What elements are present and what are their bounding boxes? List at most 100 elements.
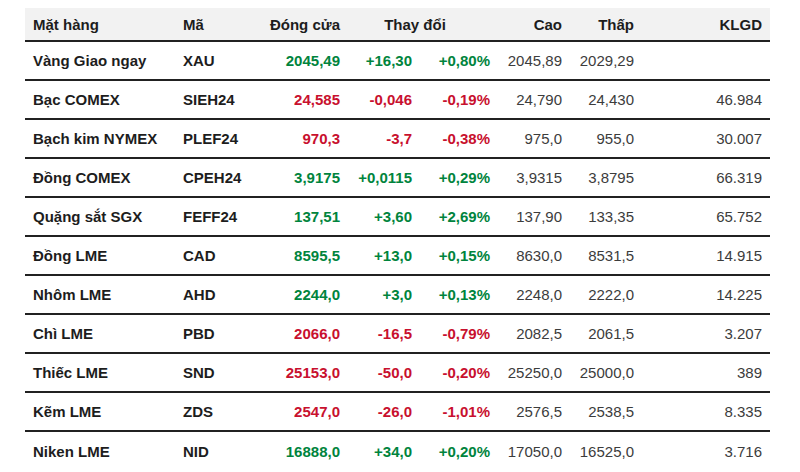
cell-low: 955,0: [562, 119, 634, 158]
header-row: Mặt hàng Mã Đóng cửa Thay đổi Cao Thấp K…: [25, 8, 770, 41]
cell-change: +34,0: [340, 431, 412, 470]
cell-volume: 8.335: [634, 392, 770, 431]
table-row: Vàng Giao ngayXAU2045,49+16,30+0,80%2045…: [25, 41, 770, 80]
table-row: Đồng LMECAD8595,5+13,0+0,15%8630,08531,5…: [25, 236, 770, 275]
cell-high: 975,0: [490, 119, 562, 158]
table-header: Mặt hàng Mã Đóng cửa Thay đổi Cao Thấp K…: [25, 8, 770, 41]
cell-volume: 389: [634, 353, 770, 392]
cell-change: -3,7: [340, 119, 412, 158]
table-row: Bạc COMEXSIEH2424,585-0,046-0,19%24,7902…: [25, 80, 770, 119]
cell-change-pct: -1,01%: [412, 392, 490, 431]
cell-code: ZDS: [183, 392, 263, 431]
cell-volume: 30.007: [634, 119, 770, 158]
cell-item: Đồng LME: [25, 236, 183, 275]
cell-volume: 3.207: [634, 314, 770, 353]
cell-change: +0,0115: [340, 158, 412, 197]
cell-low: 8531,5: [562, 236, 634, 275]
cell-code: SIEH24: [183, 80, 263, 119]
cell-change: -16,5: [340, 314, 412, 353]
table-body: Vàng Giao ngayXAU2045,49+16,30+0,80%2045…: [25, 41, 770, 470]
cell-item: Thiếc LME: [25, 353, 183, 392]
cell-code: CAD: [183, 236, 263, 275]
cell-item: Kẽm LME: [25, 392, 183, 431]
cell-close: 2045,49: [263, 41, 340, 80]
cell-low: 2029,29: [562, 41, 634, 80]
cell-code: XAU: [183, 41, 263, 80]
cell-close: 3,9175: [263, 158, 340, 197]
commodity-price-table: Mặt hàng Mã Đóng cửa Thay đổi Cao Thấp K…: [25, 8, 770, 470]
cell-low: 16525,0: [562, 431, 634, 470]
table-row: Nhôm LMEAHD2244,0+3,0+0,13%2248,02222,01…: [25, 275, 770, 314]
cell-volume: 14.915: [634, 236, 770, 275]
cell-close: 16888,0: [263, 431, 340, 470]
cell-close: 970,3: [263, 119, 340, 158]
table-row: Đồng COMEXCPEH243,9175+0,0115+0,29%3,931…: [25, 158, 770, 197]
cell-high: 137,90: [490, 197, 562, 236]
cell-code: FEFF24: [183, 197, 263, 236]
cell-low: 2061,5: [562, 314, 634, 353]
cell-change-pct: -0,20%: [412, 353, 490, 392]
cell-change-pct: +0,29%: [412, 158, 490, 197]
cell-change-pct: +0,15%: [412, 236, 490, 275]
table-row: Bạch kim NYMEXPLEF24970,3-3,7-0,38%975,0…: [25, 119, 770, 158]
price-table: Mặt hàng Mã Đóng cửa Thay đổi Cao Thấp K…: [25, 8, 770, 470]
cell-low: 25000,0: [562, 353, 634, 392]
cell-close: 2066,0: [263, 314, 340, 353]
cell-high: 25250,0: [490, 353, 562, 392]
cell-low: 133,35: [562, 197, 634, 236]
table-row: Niken LMENID16888,0+34,0+0,20%17050,0165…: [25, 431, 770, 470]
cell-volume: 3.716: [634, 431, 770, 470]
header-high: Cao: [490, 8, 562, 41]
cell-high: 8630,0: [490, 236, 562, 275]
cell-change: +3,60: [340, 197, 412, 236]
cell-item: Bạch kim NYMEX: [25, 119, 183, 158]
cell-change: +3,0: [340, 275, 412, 314]
table-row: Kẽm LMEZDS2547,0-26,0-1,01%2576,52538,58…: [25, 392, 770, 431]
table-row: Chì LMEPBD2066,0-16,5-0,79%2082,52061,53…: [25, 314, 770, 353]
cell-code: AHD: [183, 275, 263, 314]
cell-change-pct: -0,79%: [412, 314, 490, 353]
cell-close: 137,51: [263, 197, 340, 236]
cell-change: +13,0: [340, 236, 412, 275]
cell-change-pct: +2,69%: [412, 197, 490, 236]
header-close: Đóng cửa: [263, 8, 340, 41]
header-low: Thấp: [562, 8, 634, 41]
cell-high: 17050,0: [490, 431, 562, 470]
cell-code: PBD: [183, 314, 263, 353]
cell-close: 8595,5: [263, 236, 340, 275]
cell-low: 3,8795: [562, 158, 634, 197]
cell-low: 2538,5: [562, 392, 634, 431]
cell-change-pct: -0,38%: [412, 119, 490, 158]
cell-code: CPEH24: [183, 158, 263, 197]
cell-change: -50,0: [340, 353, 412, 392]
cell-code: NID: [183, 431, 263, 470]
table-row: Quặng sắt SGXFEFF24137,51+3,60+2,69%137,…: [25, 197, 770, 236]
cell-item: Nhôm LME: [25, 275, 183, 314]
cell-close: 25153,0: [263, 353, 340, 392]
table-row: Thiếc LMESND25153,0-50,0-0,20%25250,0250…: [25, 353, 770, 392]
cell-high: 3,9315: [490, 158, 562, 197]
cell-change: +16,30: [340, 41, 412, 80]
cell-change-pct: -0,19%: [412, 80, 490, 119]
cell-change: -26,0: [340, 392, 412, 431]
cell-low: 24,430: [562, 80, 634, 119]
cell-change-pct: +0,20%: [412, 431, 490, 470]
cell-volume: 66.319: [634, 158, 770, 197]
cell-close: 2547,0: [263, 392, 340, 431]
cell-change-pct: +0,13%: [412, 275, 490, 314]
cell-change: -0,046: [340, 80, 412, 119]
header-change: Thay đổi: [340, 8, 490, 41]
cell-volume: 65.752: [634, 197, 770, 236]
cell-volume: 46.984: [634, 80, 770, 119]
header-item: Mặt hàng: [25, 8, 183, 41]
header-volume: KLGD: [634, 8, 770, 41]
cell-high: 24,790: [490, 80, 562, 119]
cell-code: SND: [183, 353, 263, 392]
cell-code: PLEF24: [183, 119, 263, 158]
cell-item: Chì LME: [25, 314, 183, 353]
cell-high: 2082,5: [490, 314, 562, 353]
cell-change-pct: +0,80%: [412, 41, 490, 80]
cell-item: Bạc COMEX: [25, 80, 183, 119]
cell-volume: 14.225: [634, 275, 770, 314]
cell-low: 2222,0: [562, 275, 634, 314]
